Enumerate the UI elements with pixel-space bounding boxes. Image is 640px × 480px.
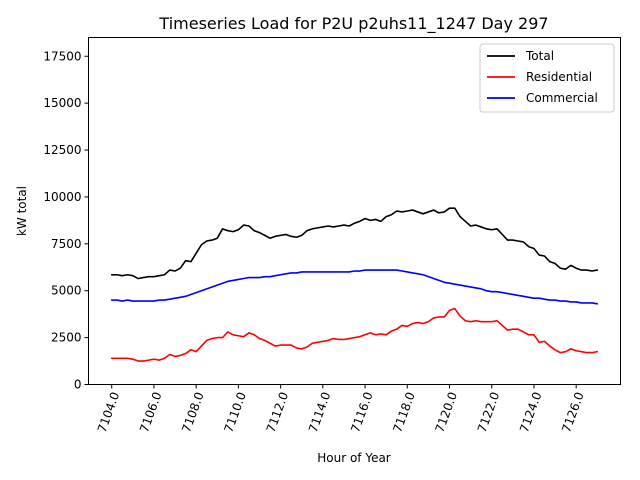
x-axis-label: Hour of Year	[317, 451, 391, 465]
y-tick-label: 10000	[43, 190, 81, 204]
legend: Total Residential Commercial	[479, 43, 615, 113]
series-layer	[110, 207, 599, 362]
y-tick-label: 12500	[43, 143, 81, 157]
y-axis-label: kW total	[15, 186, 29, 236]
y-tick-label: 15000	[43, 96, 81, 110]
y-tick-label: 7500	[51, 237, 82, 251]
legend-box	[479, 43, 615, 113]
legend-label-total: Total	[525, 49, 554, 63]
series-line-commercial	[110, 269, 599, 305]
y-tick-label: 17500	[43, 49, 81, 63]
series-line-residential	[110, 307, 599, 362]
y-tick-label: 2500	[51, 331, 82, 345]
y-tick-label: 0	[74, 378, 82, 392]
y-tick-label: 5000	[51, 284, 82, 298]
series-line-total	[110, 207, 599, 280]
legend-label-residential: Residential	[526, 70, 592, 84]
plot-frame	[88, 37, 621, 385]
chart-title: Timeseries Load for P2U p2uhs11_1247 Day…	[158, 14, 548, 34]
legend-label-commercial: Commercial	[526, 91, 598, 105]
y-axis: 0 2500 5000 7500 10000 12500 15000 17500	[43, 49, 89, 392]
